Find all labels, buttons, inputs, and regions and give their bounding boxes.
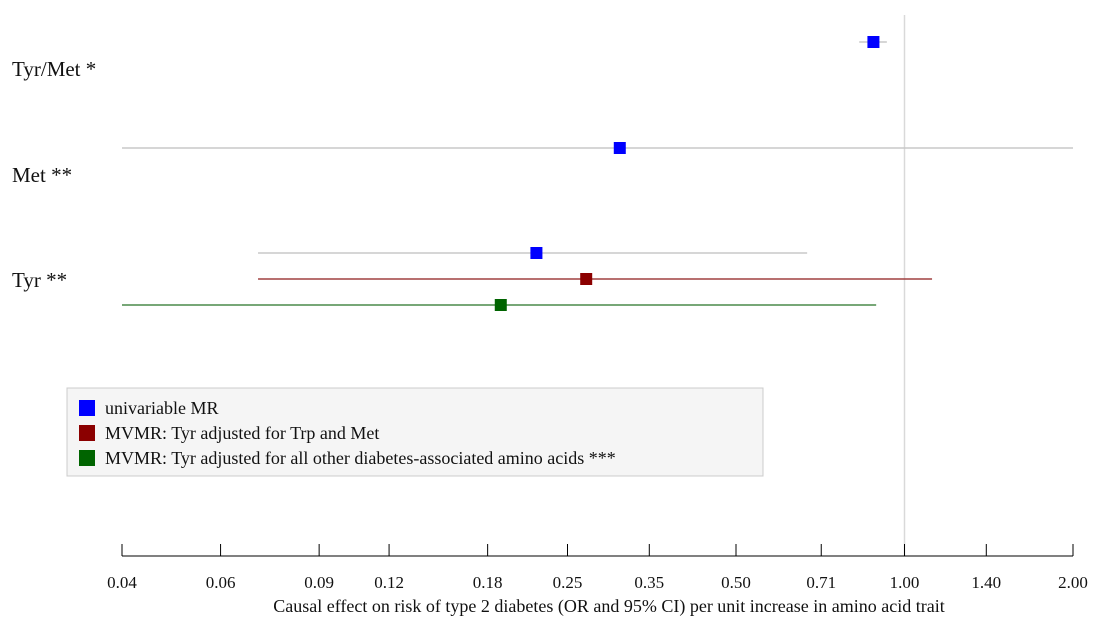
legend-label-mvmr-all: MVMR: Tyr adjusted for all other diabete… [105, 448, 616, 468]
x-tick-label: 2.00 [1058, 573, 1088, 592]
confidence-interval-layer [122, 41, 1073, 306]
x-tick-label: 0.09 [304, 573, 334, 592]
point-estimate [530, 247, 543, 259]
legend-label-univariable: univariable MR [105, 398, 218, 418]
legend-swatch-univariable [79, 400, 95, 416]
x-tick-label: 0.71 [806, 573, 836, 592]
legend-box [66, 387, 764, 477]
x-tick-label: 0.18 [473, 573, 503, 592]
row-label-layer: Tyr/Met * Met ** Tyr ** [12, 57, 96, 292]
point-estimate [867, 36, 880, 48]
x-axis-ticks: 0.04 0.06 0.09 0.12 0.18 0.25 0.35 0.50 0.71 1.00… [107, 544, 1088, 592]
point-estimate [613, 142, 626, 154]
x-tick-label: 0.35 [634, 573, 664, 592]
x-axis: 0.04 0.06 0.09 0.12 0.18 0.25 0.35 0.50 0.71 1.00… [107, 544, 1088, 617]
x-axis-title: Causal effect on risk of type 2 diabetes… [273, 596, 944, 617]
legend-item-mvmr-all: MVMR: Tyr adjusted for all other diabete… [79, 448, 616, 468]
x-tick-label: 0.50 [721, 573, 751, 592]
x-tick-label: 0.12 [374, 573, 404, 592]
row-label: Tyr/Met * [12, 57, 96, 81]
point-estimate-layer [494, 36, 880, 311]
legend-label-mvmr-trp-met: MVMR: Tyr adjusted for Trp and Met [105, 423, 379, 443]
legend-swatch-mvmr-trp-met [79, 425, 95, 441]
legend-item-mvmr-trp-met: MVMR: Tyr adjusted for Trp and Met [79, 423, 379, 443]
legend-item-univariable: univariable MR [79, 398, 218, 418]
legend-swatch-mvmr-all [79, 450, 95, 466]
point-estimate [580, 273, 593, 285]
point-estimate [494, 299, 507, 311]
legend: univariable MR MVMR: Tyr adjusted for Tr… [66, 387, 764, 477]
row-label: Tyr ** [12, 268, 67, 292]
x-tick-label: 1.40 [971, 573, 1001, 592]
row-label: Met ** [12, 163, 72, 187]
x-tick-label: 0.04 [107, 573, 137, 592]
x-tick-label: 1.00 [890, 573, 920, 592]
x-tick-label: 0.25 [553, 573, 583, 592]
x-tick-label: 0.06 [206, 573, 236, 592]
